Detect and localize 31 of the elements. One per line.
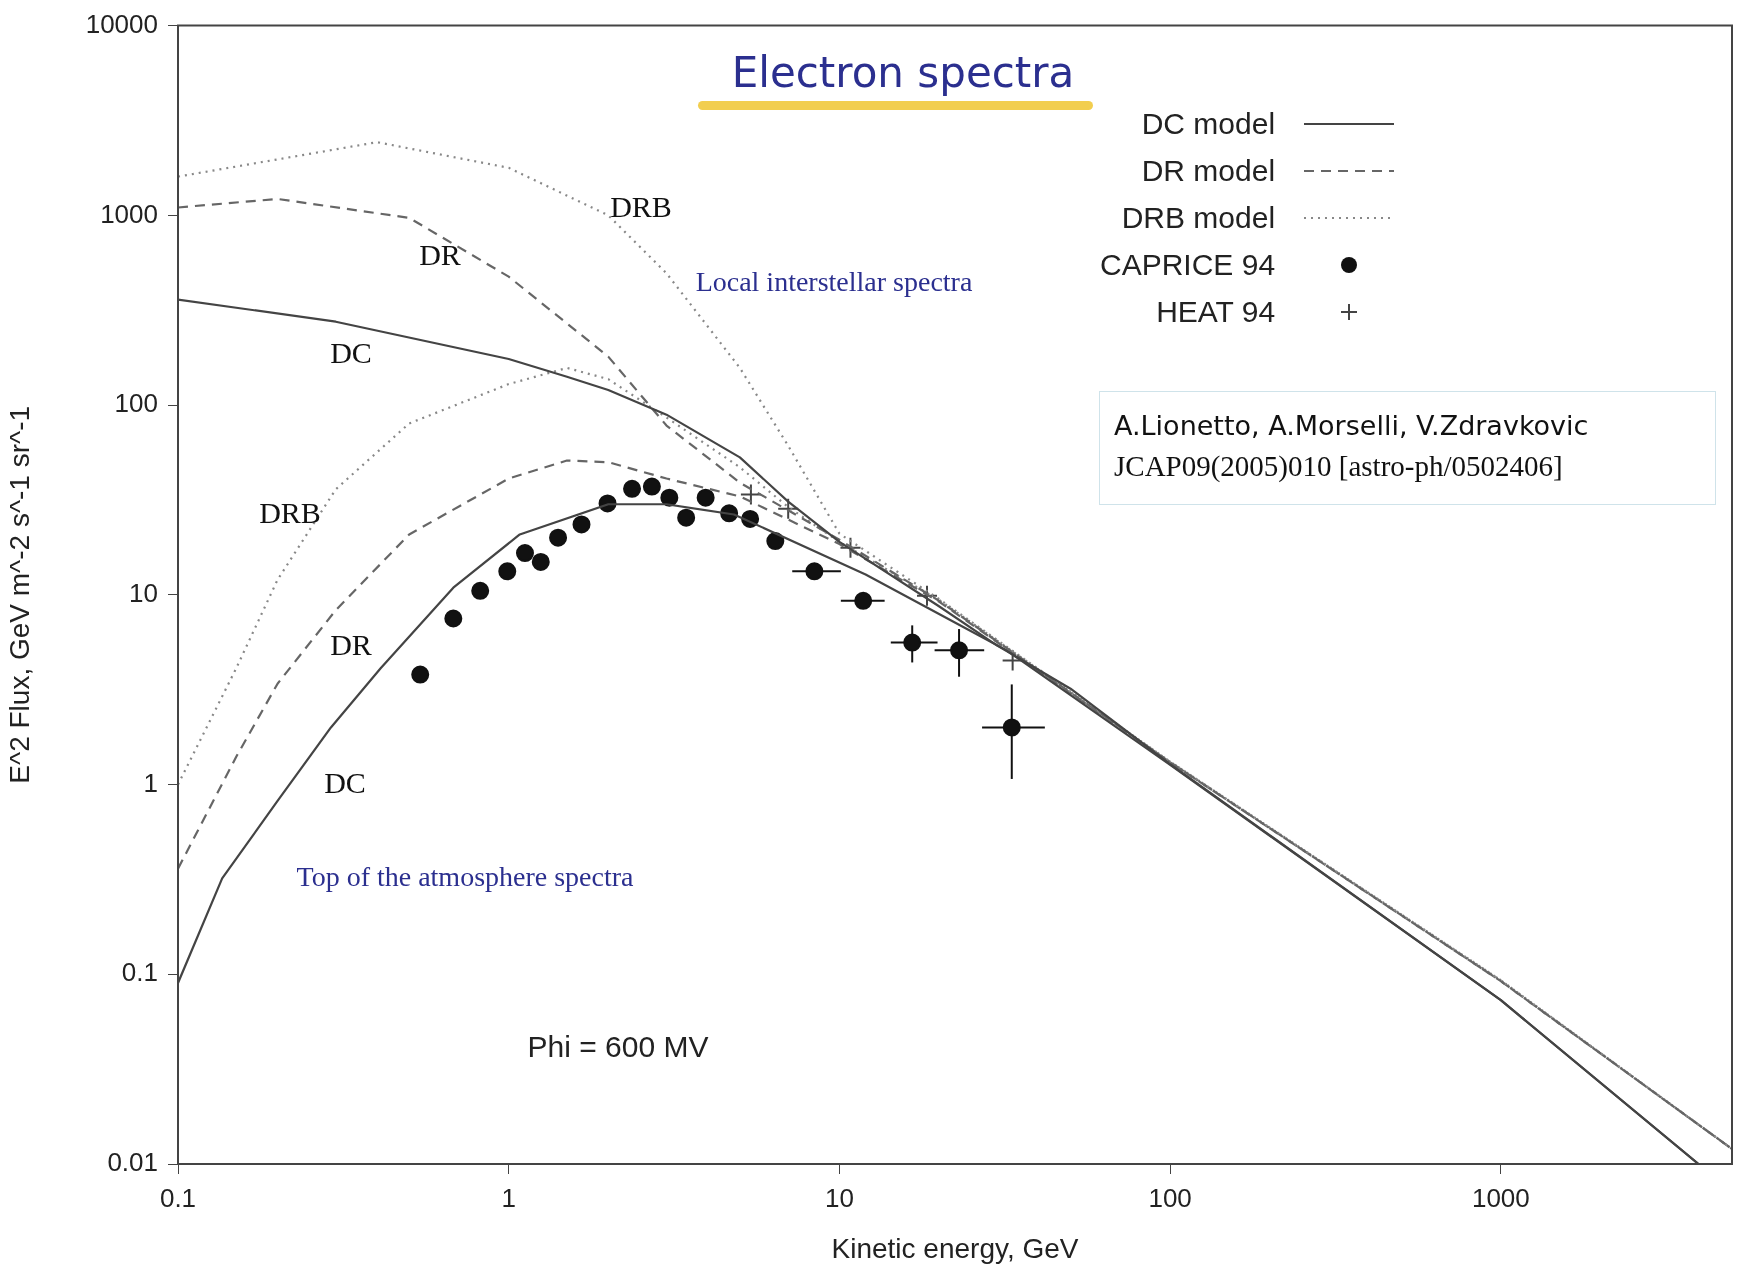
annotation: DR (330, 627, 372, 661)
y-tick-label: 1 (143, 767, 158, 798)
annotation: Local interstellar spectra (695, 266, 973, 298)
annotation: DC (324, 765, 366, 799)
legend-label: DR model (1141, 153, 1276, 188)
y-tick-label: 10000 (85, 8, 158, 39)
text: Electron spectra (730, 48, 1076, 97)
y-tick-label: 10 (129, 577, 158, 608)
x-tick-label: 1000 (1471, 1182, 1530, 1213)
legend-label: HEAT 94 (1156, 294, 1276, 329)
x-tick-label: 100 (1148, 1182, 1192, 1213)
x-tick-label: 0.1 (159, 1182, 197, 1213)
legend-label: CAPRICE 94 (1100, 247, 1276, 282)
legend-label: DRB model (1121, 200, 1276, 235)
annotation: DR (419, 237, 461, 271)
x-tick-label: 10 (824, 1182, 854, 1213)
y-tick-label: 0.1 (121, 957, 158, 988)
legend-label: DC model (1141, 106, 1276, 141)
annotation: Top of the atmosphere spectra (296, 861, 635, 893)
annotation: JCAP09(2005)010 [astro-ph/0502406] (1114, 450, 1564, 484)
x-tick-label: 1 (501, 1182, 516, 1213)
x-axis-title: Kinetic energy, GeV (831, 1232, 1079, 1264)
y-tick-label: 0.01 (107, 1147, 158, 1178)
annotation: A.Lionetto, A.Morselli, V.Zdravkovic (1114, 409, 1590, 443)
y-tick-label: 100 (114, 388, 158, 419)
y-tick-label: 1000 (100, 198, 158, 229)
y-axis-title: E^2 Flux, GeV m^-2 s^-1 sr^-1 (3, 405, 35, 784)
annotation: Phi = 600 MV (527, 1030, 709, 1064)
annotation: DC (330, 335, 372, 369)
annotation: DRB (610, 189, 672, 223)
annotation: DRB (259, 495, 321, 529)
